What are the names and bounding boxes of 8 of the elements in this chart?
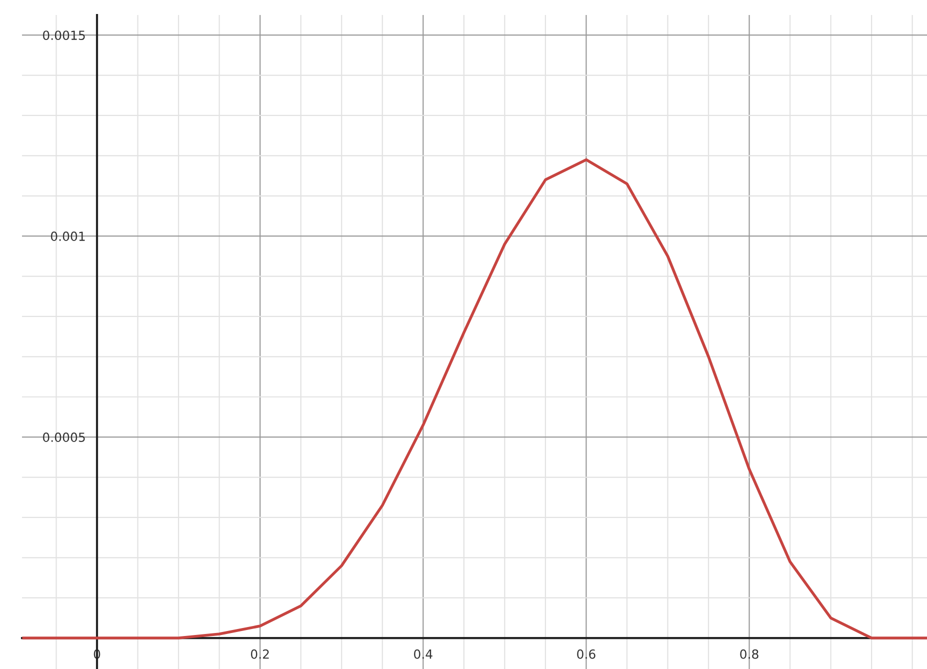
x-tick-label: 0.4: [414, 649, 432, 659]
line-series: [22, 158, 927, 640]
y-tick-label: 0.0015: [42, 30, 85, 40]
x-tick-label: 0.2: [250, 649, 269, 659]
x-tick-label: 0.8: [740, 649, 758, 659]
y-tick-label: 0.001: [50, 232, 85, 242]
y-tick-label: 0.0005: [42, 432, 85, 442]
x-tick-label: 0.6: [577, 649, 596, 659]
